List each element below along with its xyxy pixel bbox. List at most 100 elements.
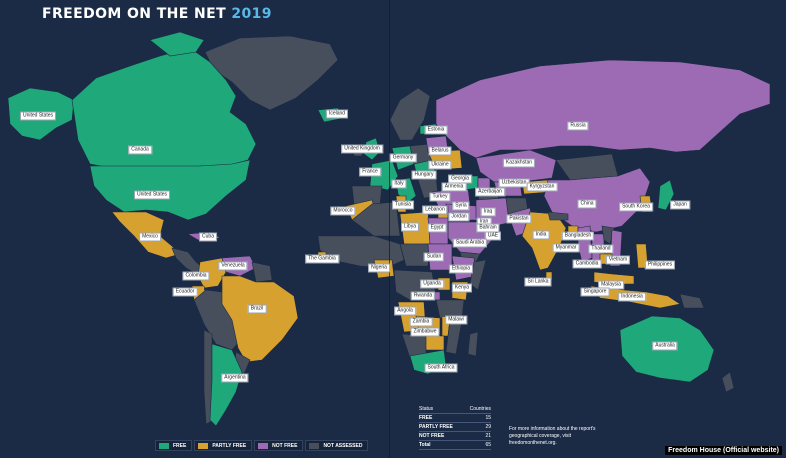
legend-label: NOT ASSESSED xyxy=(323,442,363,449)
country-label: Myanmar xyxy=(552,243,580,253)
country-label: Turkey xyxy=(429,192,451,202)
region-canada-islands xyxy=(149,31,205,57)
country-label: Saudi Arabia xyxy=(452,238,488,248)
country-label: Japan xyxy=(670,200,690,210)
region-laos xyxy=(601,225,615,245)
country-label: Uzbekistan xyxy=(498,178,530,188)
country-label: UAE xyxy=(484,231,502,241)
country-label: Estonia xyxy=(424,125,448,135)
country-label: Philippines xyxy=(644,260,676,270)
country-label: United Kingdom xyxy=(341,144,383,154)
country-label: France xyxy=(359,167,381,177)
country-label: Indonesia xyxy=(618,292,646,302)
status-count: 65 xyxy=(485,442,491,448)
country-label: Bangladesh xyxy=(561,231,595,241)
source-credit: Freedom House (Official website) xyxy=(665,446,782,455)
country-label: Sri Lanka xyxy=(524,277,552,287)
status-table-header: Status Countries xyxy=(419,405,491,414)
legend-item-not-assessed: NOT ASSESSED xyxy=(305,440,369,451)
country-label: Zambia xyxy=(409,317,433,327)
status-count: 21 xyxy=(485,433,491,439)
country-label: India xyxy=(532,230,550,240)
page-title: FREEDOM ON THE NET 2019 xyxy=(42,6,272,22)
country-label: Ukraine xyxy=(428,160,452,170)
status-label: Total xyxy=(419,442,431,448)
region-japan xyxy=(657,179,675,211)
country-label: Mexico xyxy=(139,232,161,242)
region-chad-niger xyxy=(399,243,431,267)
region-scandinavia xyxy=(389,87,431,141)
region-somalia xyxy=(469,259,487,291)
region-argentina xyxy=(209,343,243,427)
region-china xyxy=(543,167,651,233)
country-label: Italy xyxy=(391,179,407,189)
title-text: FREEDOM ON THE NET xyxy=(42,6,227,22)
country-label: Iraq xyxy=(480,207,496,217)
country-label: China xyxy=(577,199,597,209)
country-label: Kenya xyxy=(451,283,473,293)
country-label: Venezuela xyxy=(218,261,248,271)
status-count: 29 xyxy=(485,424,491,430)
region-mongolia xyxy=(555,153,619,181)
country-label: Russia xyxy=(567,121,589,131)
country-label: Ecuador xyxy=(172,287,198,297)
country-label: Australia xyxy=(652,341,678,351)
country-label: Egypt xyxy=(427,223,447,233)
region-guyanas xyxy=(251,261,273,283)
country-label: Brazil xyxy=(247,304,267,314)
region-greenland xyxy=(204,35,339,111)
status-label: PARTLY FREE xyxy=(419,424,453,430)
country-label: Germany xyxy=(389,153,417,163)
country-label: The Gambia xyxy=(305,254,339,264)
country-label: Iceland xyxy=(325,109,349,119)
status-table: Status Countries FREE 15 PARTLY FREE 29 NOT … xyxy=(419,405,491,450)
region-zimbabwe xyxy=(423,335,445,351)
country-label: Armenia xyxy=(441,182,467,192)
country-label: Uganda xyxy=(420,279,444,289)
status-count: 15 xyxy=(485,415,491,421)
legend-swatch xyxy=(258,442,269,449)
region-madagascar xyxy=(467,331,479,357)
country-label: United States xyxy=(19,111,57,121)
country-label: Azerbaijan xyxy=(475,187,505,197)
country-label: Canada xyxy=(128,145,152,155)
legend-swatch xyxy=(309,442,320,449)
status-label: FREE xyxy=(419,415,433,421)
country-label: Tunisia xyxy=(392,200,414,210)
region-algeria xyxy=(351,201,401,237)
country-label: Thailand xyxy=(588,244,614,254)
region-nz xyxy=(721,371,735,393)
country-label: Belarus xyxy=(428,146,452,156)
legend-item-not-free: NOT FREE xyxy=(254,440,304,451)
legend-swatch xyxy=(198,442,209,449)
country-label: Syria xyxy=(452,201,470,211)
page-fold xyxy=(389,0,390,458)
country-label: Pakistan xyxy=(506,214,532,224)
region-nepal xyxy=(547,211,569,221)
country-label: Malawi xyxy=(445,315,467,325)
country-label: Argentina xyxy=(221,373,249,383)
coverage-info: For more information about the report's … xyxy=(509,426,596,446)
status-col-header: Status xyxy=(419,406,434,412)
country-label: Lebanon xyxy=(422,205,448,215)
status-row: Total 65 xyxy=(419,441,491,450)
status-row: PARTLY FREE 29 xyxy=(419,423,491,432)
country-label: Malaysia xyxy=(598,280,624,290)
map-legend: FREE PARTLY FREE NOT FREE NOT ASSESSED xyxy=(155,440,369,451)
legend-item-free: FREE xyxy=(155,440,193,451)
region-usa xyxy=(89,159,251,221)
country-label: United States xyxy=(133,190,171,200)
country-label: Colombia xyxy=(182,271,210,281)
status-row: NOT FREE 21 xyxy=(419,432,491,441)
legend-swatch xyxy=(159,442,169,449)
country-label: Rwanda xyxy=(410,291,436,301)
region-russia xyxy=(435,59,771,159)
country-label: Singapore xyxy=(580,287,610,297)
legend-label: FREE xyxy=(173,442,187,449)
country-label: South Africa xyxy=(424,363,458,373)
country-label: Hungary xyxy=(411,170,437,180)
country-label: Morocco xyxy=(330,206,356,216)
country-label: Kazakhstan xyxy=(502,158,536,168)
